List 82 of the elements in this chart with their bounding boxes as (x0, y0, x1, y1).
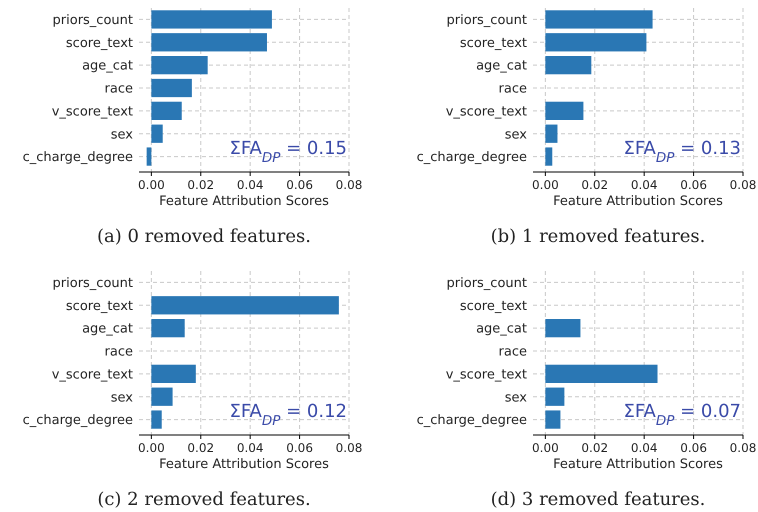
x-tick-label: 0.02 (187, 178, 214, 192)
y-tick-label: age_cat (476, 58, 527, 74)
x-tick-label: 0.04 (236, 178, 264, 192)
y-tick-label: sex (504, 390, 528, 406)
x-tick-label: 0.06 (680, 178, 707, 192)
bar (151, 388, 173, 406)
x-tick-label: 0.04 (630, 178, 658, 192)
bar (545, 102, 584, 120)
text: (b) 1 removed features. (490, 226, 706, 247)
text: (a) 0 removed features. (97, 226, 311, 247)
x-axis-title: Feature Attribution Scores (553, 457, 724, 472)
bar (151, 33, 267, 52)
text: (c) 2 removed features. (97, 489, 311, 510)
y-tick-label: v_score_text (446, 367, 527, 382)
x-axis-title: Feature Attribution Scores (553, 194, 724, 209)
y-tick-label: score_text (460, 36, 527, 51)
y-tick-label: age_cat (476, 322, 527, 337)
bar (545, 124, 558, 143)
y-tick-label: priors_count (446, 12, 527, 28)
x-tick-label: 0.08 (730, 441, 756, 455)
y-tick-label: race (104, 82, 133, 97)
bar (151, 410, 162, 429)
bar (545, 33, 646, 52)
x-tick-label: 0.00 (138, 178, 165, 192)
x-tick-label: 0.00 (532, 178, 559, 192)
bar (146, 147, 152, 166)
x-tick-label: 0.06 (286, 178, 313, 192)
x-tick-label: 0.04 (630, 441, 658, 455)
bar (545, 319, 580, 338)
bar (151, 319, 185, 338)
annotation: ΣFA$_{DP}$ = 0.15 (229, 138, 347, 166)
y-tick-label: v_score_text (446, 104, 527, 120)
bar (151, 56, 208, 74)
x-tick-label: 0.08 (336, 178, 362, 192)
y-tick-label: priors_count (52, 12, 133, 28)
bar (151, 296, 339, 314)
bar (545, 147, 552, 166)
annotation: ΣFA$_{DP}$ = 0.13 (623, 138, 741, 166)
y-tick-label: score_text (460, 298, 527, 314)
x-tick-label: 0.00 (532, 441, 559, 455)
bar (151, 124, 163, 143)
y-tick-label: race (498, 82, 527, 97)
y-tick-label: priors_count (52, 276, 133, 291)
y-tick-label: c_charge_degree (416, 413, 527, 428)
bar (545, 410, 560, 429)
x-tick-label: 0.06 (680, 441, 707, 455)
bar (545, 388, 564, 406)
bar (151, 102, 182, 120)
y-tick-label: sex (110, 127, 134, 142)
bar (151, 364, 196, 383)
y-tick-label: sex (504, 127, 528, 142)
annotation: ΣFA$_{DP}$ = 0.12 (229, 401, 347, 429)
bar (545, 364, 658, 383)
x-tick-label: 0.02 (581, 441, 608, 455)
y-tick-label: race (498, 344, 527, 360)
annotation: ΣFA$_{DP}$ = 0.07 (623, 401, 741, 429)
x-tick-label: 0.02 (187, 441, 214, 455)
y-tick-label: age_cat (82, 58, 133, 74)
y-tick-label: sex (110, 390, 134, 406)
x-tick-label: 0.08 (336, 441, 362, 455)
bar (151, 10, 272, 29)
text: (d) 3 removed features. (490, 489, 706, 510)
x-axis-title: Feature Attribution Scores (159, 194, 330, 209)
y-tick-label: c_charge_degree (416, 150, 527, 166)
x-tick-label: 0.00 (138, 441, 165, 455)
y-tick-label: priors_count (446, 276, 527, 291)
x-tick-label: 0.02 (581, 178, 608, 192)
y-tick-label: age_cat (82, 322, 133, 337)
x-tick-label: 0.06 (286, 441, 313, 455)
y-tick-label: score_text (66, 298, 133, 314)
bar (151, 78, 192, 98)
bar (545, 56, 592, 74)
y-tick-label: v_score_text (52, 104, 133, 120)
y-tick-label: race (104, 344, 133, 360)
x-tick-label: 0.04 (236, 441, 264, 455)
bar (545, 10, 653, 29)
y-tick-label: c_charge_degree (22, 150, 133, 166)
x-tick-label: 0.08 (730, 178, 756, 192)
x-axis-title: Feature Attribution Scores (159, 457, 330, 472)
y-tick-label: v_score_text (52, 367, 133, 382)
y-tick-label: score_text (66, 36, 133, 51)
y-tick-label: c_charge_degree (22, 413, 133, 428)
